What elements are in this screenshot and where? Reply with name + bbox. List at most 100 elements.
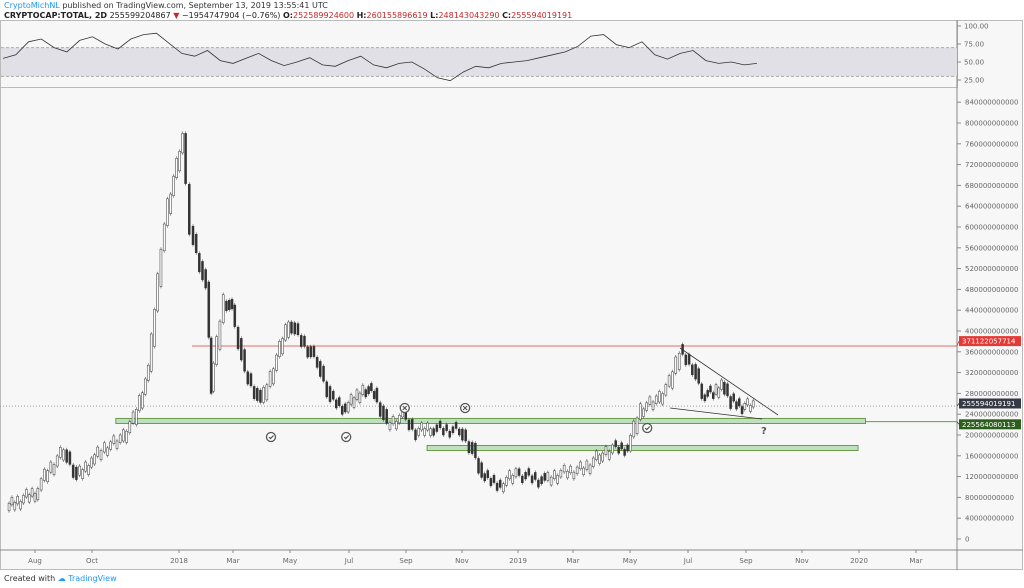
check-icon [265, 431, 277, 443]
candle-body [55, 455, 59, 467]
candle-body [582, 467, 585, 475]
support-zone [115, 417, 866, 424]
candle-body [346, 402, 350, 413]
candle-body [319, 361, 322, 377]
time-tick-label: Nov [795, 557, 809, 565]
candle-body [109, 441, 112, 450]
price-tick-label: 800000000000 [965, 120, 1018, 128]
candle-body [562, 465, 566, 473]
candle-body [411, 419, 414, 430]
price-label-connector [956, 403, 960, 407]
candle-body [521, 475, 524, 483]
time-tick-label: Nov [455, 557, 469, 565]
candle-body [159, 248, 163, 287]
time-tick-label: 2020 [850, 557, 868, 565]
price-tick-label: 640000000000 [965, 203, 1018, 211]
candle-body [287, 321, 290, 338]
candle-body [502, 483, 505, 493]
candle-body [367, 386, 370, 395]
candle-body [489, 478, 493, 486]
candle-body [349, 394, 353, 405]
price-tick-label: 280000000000 [965, 390, 1018, 398]
candle-body [620, 442, 623, 450]
candle-body [714, 384, 718, 395]
candle-body [25, 489, 28, 498]
time-tick-label: Aug [28, 557, 42, 565]
time-tick-label: Sep [739, 557, 753, 565]
candle-body [559, 470, 563, 478]
candle-body [328, 386, 332, 402]
price-tick-label: 200000000000 [965, 432, 1018, 440]
candle-body [694, 364, 697, 380]
candle-body [530, 475, 534, 484]
candle-body [684, 354, 688, 366]
price-tick-label: 320000000000 [965, 369, 1018, 377]
candle-body [90, 457, 93, 468]
candle-body [19, 501, 22, 510]
published-text: published on TradingView.com, September … [62, 1, 328, 10]
candle-body [751, 400, 755, 408]
candle-body [309, 346, 313, 358]
candle-body [352, 397, 356, 408]
candle-body [252, 386, 256, 399]
candle-body [49, 461, 53, 473]
candle-body [315, 356, 319, 368]
price-tick-label: 680000000000 [965, 182, 1018, 190]
candle-body [458, 428, 461, 436]
candle-body [454, 422, 458, 429]
price-tick-label: 360000000000 [965, 348, 1018, 356]
price-tick-label: 120000000000 [965, 473, 1018, 481]
candle-body [87, 465, 90, 475]
candle-body [429, 428, 432, 436]
candle-body [212, 362, 215, 392]
triangle-lower-line [669, 407, 763, 420]
price-tick-label: 600000000000 [965, 224, 1018, 232]
candle-body [423, 428, 426, 436]
candle-body [391, 416, 395, 425]
candle-body [398, 415, 401, 424]
candle-body [709, 385, 712, 393]
tradingview-link[interactable]: TradingView [68, 574, 117, 583]
candle-body [36, 488, 40, 500]
candle-body [378, 402, 382, 417]
candle-body [566, 471, 569, 479]
open-label: O: [282, 11, 293, 20]
candle-body [417, 428, 421, 436]
candle-body [75, 466, 78, 480]
check-mark [644, 426, 651, 431]
candle-body [524, 472, 527, 480]
candle-body [162, 223, 166, 252]
candle-body [508, 470, 511, 480]
time-tick-label: May [283, 557, 297, 565]
candle-body [740, 406, 744, 415]
candle-body [33, 493, 37, 502]
low-label: L: [430, 11, 439, 20]
candle-body [505, 476, 508, 486]
candle-body [706, 390, 709, 397]
time-tick-label: Mar [566, 557, 579, 565]
created-with: Created with [4, 574, 56, 583]
candle-body [585, 460, 589, 470]
author-link[interactable]: CryptoMichNL [4, 1, 60, 10]
candle-body [112, 435, 116, 444]
candle-body [642, 408, 645, 417]
candle-body [290, 321, 293, 334]
candle-body [149, 333, 153, 372]
candle-body [84, 461, 87, 472]
candle-body [218, 320, 222, 350]
candle-body [461, 428, 464, 441]
candle-body [191, 225, 195, 245]
candle-body [658, 391, 661, 403]
candle-body [46, 470, 49, 483]
candle-body [78, 465, 81, 476]
candle-body [735, 401, 738, 410]
candle-body [595, 450, 598, 460]
candle-body [204, 269, 207, 289]
candle-body [432, 428, 435, 436]
time-tick-label: 2018 [170, 557, 188, 565]
candle-body [703, 394, 707, 402]
question-mark: ? [761, 426, 767, 437]
candle-body [201, 261, 204, 281]
candle-body [382, 405, 385, 421]
